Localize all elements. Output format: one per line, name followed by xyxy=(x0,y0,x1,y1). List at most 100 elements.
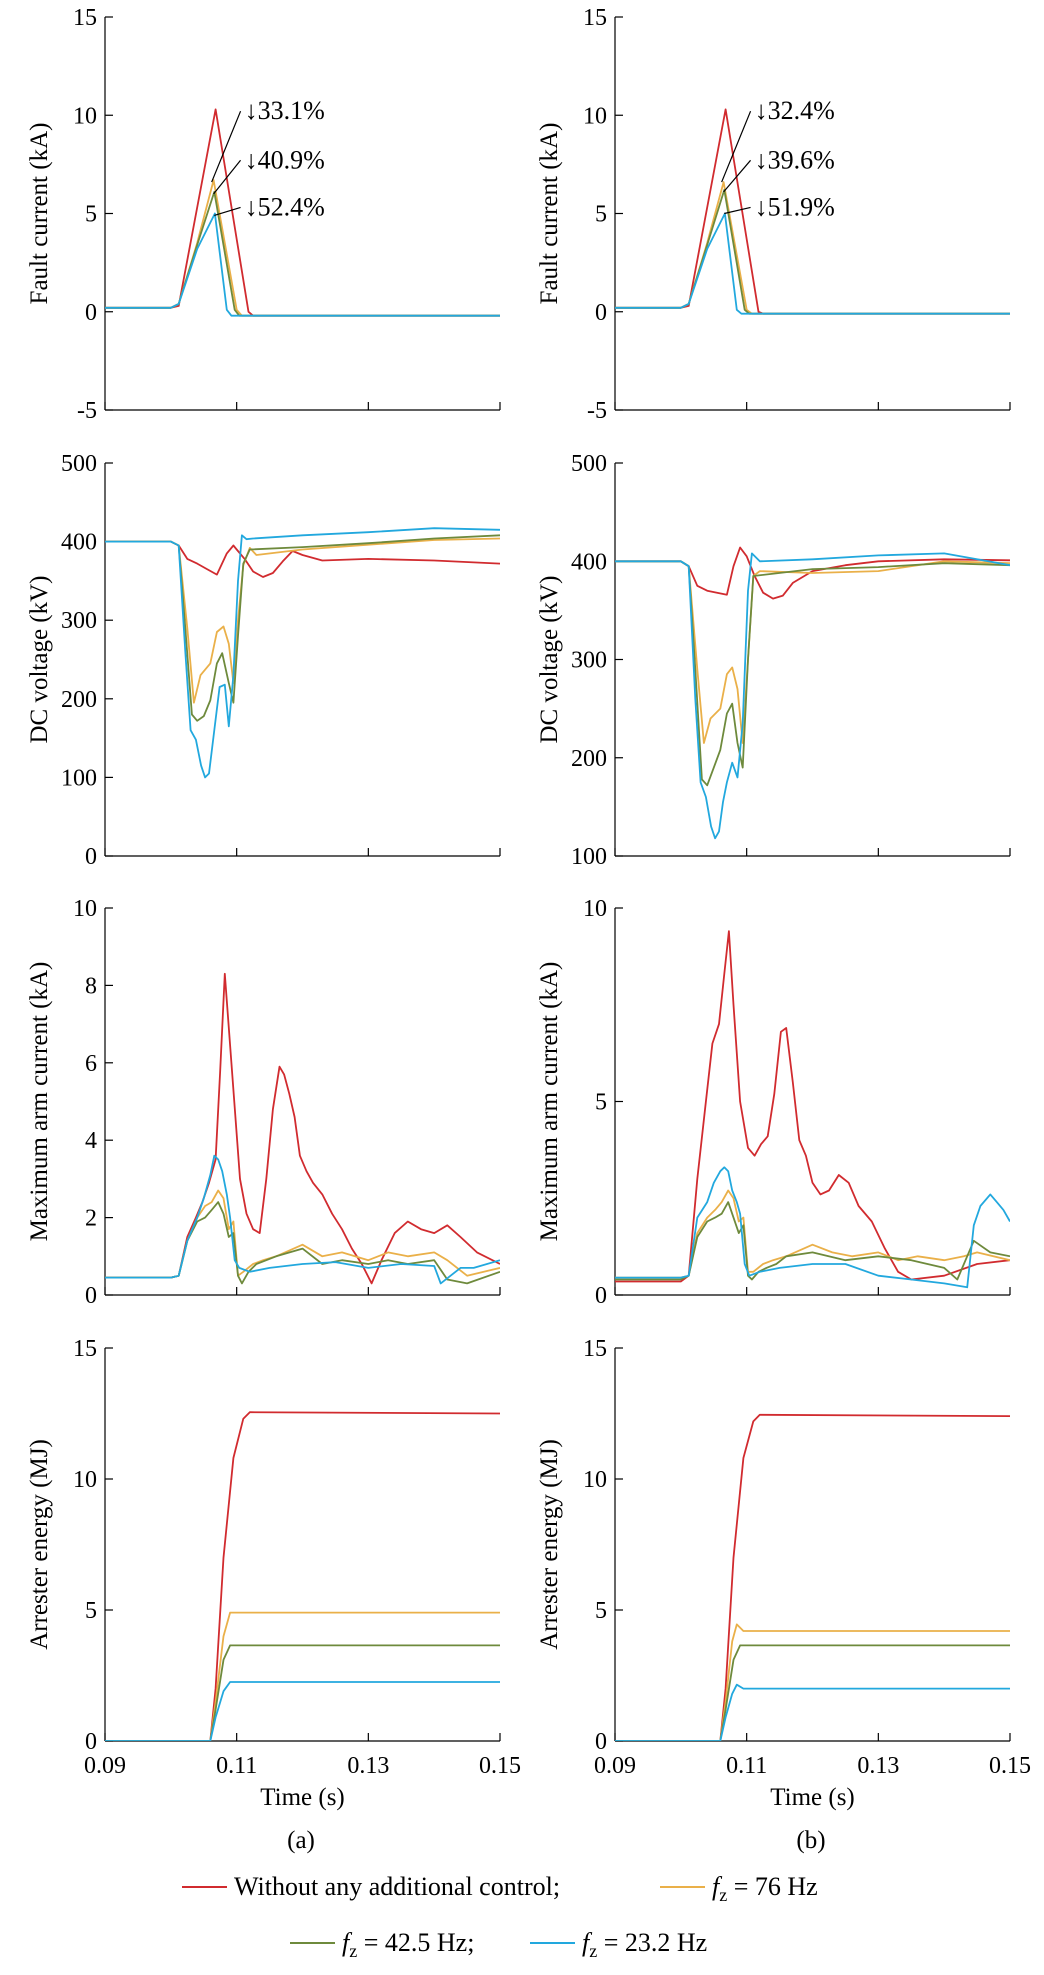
series-line-none xyxy=(615,930,1010,1283)
x-axis-label: Time (s) xyxy=(260,1784,345,1811)
y-tick-label: 500 xyxy=(61,451,97,477)
y-tick-label: 400 xyxy=(61,530,97,556)
y-tick-label: 10 xyxy=(73,103,97,129)
y-tick-label: 0 xyxy=(85,300,97,326)
legend-label-f425: fz = 42.5 Hz; xyxy=(342,1928,474,1961)
annotation-leader xyxy=(213,159,242,195)
series-line-f232 xyxy=(105,212,500,317)
y-tick-label: 10 xyxy=(583,103,607,129)
y-tick-label: 6 xyxy=(85,1051,97,1077)
y-tick-label: 15 xyxy=(583,5,607,31)
y-axis-label: Maximum arm current (kA) xyxy=(26,962,53,1242)
y-tick-label: 400 xyxy=(571,549,607,575)
y-tick-label: 10 xyxy=(583,896,607,922)
x-tick-label: 0.13 xyxy=(347,1753,389,1779)
series-line-f425 xyxy=(615,560,1010,787)
y-tick-label: 0 xyxy=(595,1729,607,1755)
y-tick-label: 5 xyxy=(595,1598,607,1624)
x-tick-label: 0.09 xyxy=(84,1753,126,1779)
series-line-f232 xyxy=(615,1166,1010,1289)
legend-label-f76: fz = 76 Hz xyxy=(712,1872,818,1905)
x-tick-label: 0.11 xyxy=(726,1753,767,1779)
y-tick-label: -5 xyxy=(587,398,607,424)
y-tick-label: 0 xyxy=(85,1729,97,1755)
series-line-f76 xyxy=(105,537,500,704)
x-tick-label: 0.09 xyxy=(594,1753,636,1779)
y-tick-label: 5 xyxy=(85,202,97,228)
annotation-label: ↓33.1% xyxy=(245,96,325,125)
chart-dcv-b: 100 200 300 400 500 DC voltage (kV) xyxy=(536,451,1011,870)
series-line-none xyxy=(105,1411,500,1741)
annotation-label: ↓40.9% xyxy=(245,145,325,174)
y-tick-label: 2 xyxy=(85,1206,97,1232)
chart-dcv-a: 0 100 200 300 400 500 DC voltage (kV) xyxy=(26,451,501,870)
series-line-f76 xyxy=(615,1623,1010,1741)
y-tick-label: 10 xyxy=(583,1467,607,1493)
y-axis-label: Arrester energy (MJ) xyxy=(26,1439,53,1650)
y-axis-label: Fault current (kA) xyxy=(536,123,563,305)
chart-energy-b: 0 5 10 15 0.09 0.11 0.13 0.15 Time (s) Arrester e… xyxy=(536,1336,1031,1811)
annotation-leader xyxy=(721,110,752,183)
annotation-leader xyxy=(723,159,752,193)
series-line-f76 xyxy=(615,560,1010,744)
chart-arm-a: 0 2 4 6 8 10 Maximum arm current (kA) xyxy=(26,896,501,1309)
annotation-leader xyxy=(211,110,242,183)
y-tick-label: 200 xyxy=(571,746,607,772)
y-tick-label: 10 xyxy=(73,896,97,922)
x-tick-label: 0.15 xyxy=(479,1753,521,1779)
y-tick-label: 0 xyxy=(85,844,97,870)
y-axis-label: Arrester energy (MJ) xyxy=(536,1439,563,1650)
annotation-leader xyxy=(214,206,241,217)
series-line-f425 xyxy=(105,534,500,722)
x-tick-label: 0.13 xyxy=(857,1753,899,1779)
series-line-f232 xyxy=(615,552,1010,840)
annotation-label: ↓51.9% xyxy=(755,192,835,221)
y-tick-label: 300 xyxy=(61,608,97,634)
y-tick-label: 5 xyxy=(595,202,607,228)
y-tick-label: 100 xyxy=(61,765,97,791)
series-line-f232 xyxy=(615,212,1010,315)
series-line-f76 xyxy=(615,1189,1010,1279)
y-tick-label: -5 xyxy=(77,398,97,424)
y-tick-label: 15 xyxy=(73,5,97,31)
y-axis-label: DC voltage (kV) xyxy=(536,575,563,743)
series-line-f232 xyxy=(105,1681,500,1741)
y-axis-label: Fault current (kA) xyxy=(26,123,53,305)
x-tick-label: 0.15 xyxy=(989,1753,1031,1779)
series-line-f425 xyxy=(615,1201,1010,1281)
series-line-none xyxy=(615,1413,1010,1741)
series-line-f232 xyxy=(105,1154,500,1285)
y-tick-label: 0 xyxy=(595,300,607,326)
chart-fault-b: -5 0 5 10 15 Fault current (kA) ↓32.4% ↓39.6% ↓5… xyxy=(536,5,1011,424)
panel-label-b: (b) xyxy=(796,1827,825,1854)
series-line-f425 xyxy=(105,1201,500,1285)
annotation-label: ↓32.4% xyxy=(755,96,835,125)
annotation-label: ↓52.4% xyxy=(245,192,325,221)
legend: Without any additional control; fz = 76 H… xyxy=(182,1872,818,1961)
y-tick-label: 500 xyxy=(571,451,607,477)
y-tick-label: 10 xyxy=(73,1467,97,1493)
annotation-label: ↓39.6% xyxy=(755,145,835,174)
legend-label-none: Without any additional control; xyxy=(234,1872,560,1901)
y-tick-label: 0 xyxy=(595,1283,607,1309)
y-axis-label: DC voltage (kV) xyxy=(26,575,53,743)
y-tick-label: 5 xyxy=(595,1090,607,1116)
chart-energy-a: 0 5 10 15 0.09 0.11 0.13 0.15 Time (s) Arrester e… xyxy=(26,1336,521,1811)
series-line-f425 xyxy=(615,1644,1010,1741)
panel-label-a: (a) xyxy=(287,1827,315,1854)
x-tick-label: 0.11 xyxy=(216,1753,257,1779)
y-tick-label: 200 xyxy=(61,687,97,713)
legend-label-f232: fz = 23.2 Hz xyxy=(582,1928,707,1961)
x-axis-label: Time (s) xyxy=(770,1784,855,1811)
chart-fault-a: -5 0 5 10 15 Fault current (kA) ↓33.1% ↓40.9% ↓5… xyxy=(26,5,501,424)
y-tick-label: 4 xyxy=(85,1128,97,1154)
series-line-f232 xyxy=(615,1683,1010,1741)
annotation-leader xyxy=(724,206,751,215)
y-tick-label: 0 xyxy=(85,1283,97,1309)
series-line-f425 xyxy=(105,1644,500,1741)
chart-panels: -5 0 5 10 15 Fault current (kA) ↓33.1% ↓40.9% ↓5… xyxy=(26,5,1031,1811)
series-line-f76 xyxy=(105,1611,500,1741)
y-tick-label: 100 xyxy=(571,844,607,870)
chart-arm-b: 0 5 10 Maximum arm current (kA) xyxy=(536,896,1011,1309)
